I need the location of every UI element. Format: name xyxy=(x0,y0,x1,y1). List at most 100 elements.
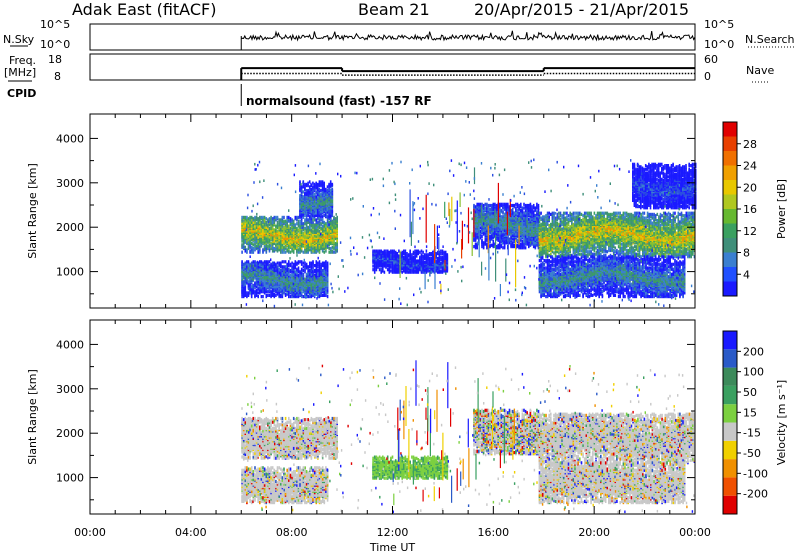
data-cell xyxy=(296,222,298,226)
data-cell xyxy=(382,266,384,271)
data-cell xyxy=(323,189,325,193)
data-cell xyxy=(490,203,493,208)
data-cell xyxy=(317,261,319,265)
data-cell xyxy=(320,272,322,276)
data-cell xyxy=(252,249,255,253)
data-cell xyxy=(536,202,538,206)
data-cell xyxy=(398,249,400,253)
data-cell xyxy=(304,227,306,231)
data-cell xyxy=(257,250,259,254)
data-cell xyxy=(247,264,250,268)
data-cell xyxy=(265,266,268,270)
nsearch-label: N.Search xyxy=(745,33,795,46)
data-cell xyxy=(268,239,271,243)
data-cell xyxy=(336,243,338,247)
data-cell xyxy=(246,260,248,264)
data-cell xyxy=(323,250,326,254)
data-cell xyxy=(254,215,256,219)
data-cell xyxy=(257,286,259,290)
data-cell xyxy=(329,182,332,186)
data-cell xyxy=(473,245,475,249)
data-cell xyxy=(523,202,525,206)
data-cell xyxy=(271,249,274,253)
data-cell xyxy=(286,233,288,237)
data-cell xyxy=(495,203,498,208)
data-cell xyxy=(249,215,251,219)
data-cell xyxy=(250,218,253,222)
data-cell xyxy=(289,268,292,273)
data-cell xyxy=(430,256,432,261)
data-cell xyxy=(489,235,491,239)
data-cell xyxy=(318,272,321,276)
nsearch-tick-top: 10^5 xyxy=(704,18,734,31)
data-cell xyxy=(323,213,325,218)
data-cell xyxy=(411,253,413,257)
data-cell xyxy=(300,271,303,275)
data-cell xyxy=(286,248,288,252)
data-cell xyxy=(283,265,285,269)
data-cell xyxy=(305,248,308,252)
data-cell xyxy=(250,241,253,246)
data-cell xyxy=(283,250,285,254)
data-cell xyxy=(317,215,319,219)
data-cell xyxy=(297,233,300,237)
data-cell xyxy=(386,249,389,253)
data-cell xyxy=(326,189,329,193)
data-cell xyxy=(247,238,250,242)
data-cell xyxy=(307,184,309,188)
data-cell xyxy=(411,255,413,259)
data-cell xyxy=(259,248,261,252)
data-cell xyxy=(278,218,280,222)
data-cell xyxy=(254,246,256,251)
data-cell xyxy=(291,267,293,271)
data-cell xyxy=(278,225,280,229)
data-cell xyxy=(320,189,322,193)
data-cell xyxy=(321,224,324,228)
data-cell xyxy=(299,270,301,274)
data-cell xyxy=(334,217,337,221)
data-cell xyxy=(302,261,305,265)
data-cell xyxy=(489,243,491,247)
data-cell xyxy=(241,218,243,222)
data-cell xyxy=(276,265,279,269)
data-cell xyxy=(281,260,284,264)
data-cell xyxy=(265,262,268,266)
data-cell xyxy=(291,295,293,299)
data-cell xyxy=(297,228,300,232)
data-cell xyxy=(317,211,319,215)
data-cell xyxy=(304,266,306,270)
data-cell xyxy=(321,218,324,222)
data-cell xyxy=(271,245,274,249)
data-cell xyxy=(315,265,318,269)
data-cell xyxy=(310,272,313,276)
data-cell xyxy=(281,265,284,269)
data-cell xyxy=(333,240,335,244)
data-cell xyxy=(278,220,280,224)
data-cell xyxy=(390,269,392,273)
data-cell xyxy=(275,224,277,228)
data-cell xyxy=(267,246,269,251)
data-cell xyxy=(328,246,330,251)
data-cell xyxy=(242,295,245,299)
data-cell xyxy=(441,249,444,253)
data-cell xyxy=(286,271,288,275)
data-cell xyxy=(545,214,547,218)
data-cell xyxy=(299,275,301,279)
data-cell xyxy=(546,211,549,215)
data-cell xyxy=(246,291,248,295)
data-cell xyxy=(273,292,276,296)
data-cell xyxy=(281,248,284,252)
data-cell xyxy=(291,265,293,269)
data-cell xyxy=(297,219,300,223)
data-cell xyxy=(500,215,503,219)
data-cell xyxy=(302,250,305,254)
data-cell xyxy=(404,252,407,256)
data-cell xyxy=(276,223,279,227)
data-cell xyxy=(325,212,327,216)
data-cell xyxy=(288,262,290,266)
data-cell xyxy=(307,295,309,299)
data-cell xyxy=(513,203,516,208)
data-cell xyxy=(302,272,305,276)
data-cell xyxy=(538,224,541,228)
data-cell xyxy=(373,249,376,253)
